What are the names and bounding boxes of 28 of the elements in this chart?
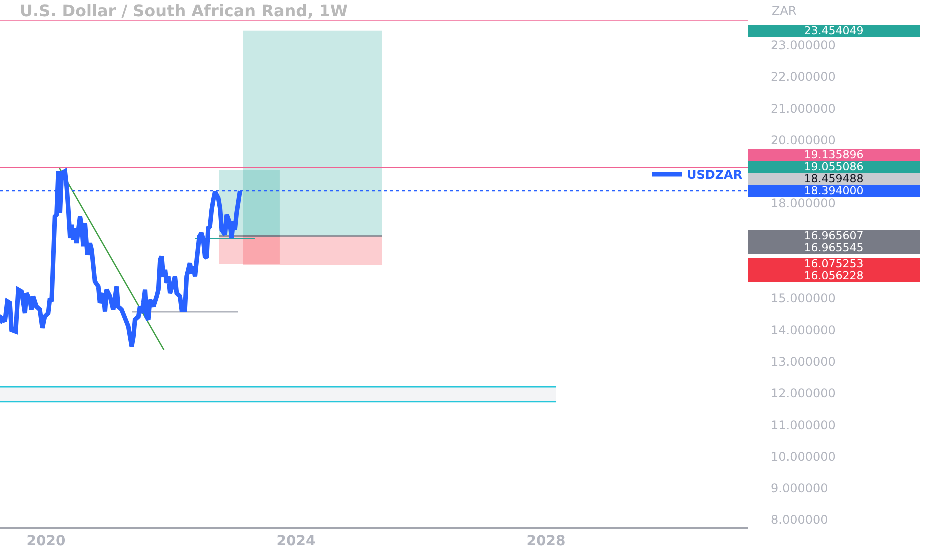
y-tick-label: 22.000000 [771,70,836,84]
y-tick-label: 13.000000 [771,354,836,369]
text: 18.394000 [804,184,864,198]
y-tick-label: 20.000000 [771,133,836,148]
text: 16.965545 [804,242,864,254]
y-axis-title: ZAR [772,4,797,18]
y-tick-label: 10.000000 [771,450,836,464]
y-tick-label: 23.000000 [771,38,836,52]
y-tick-label: 8.000000 [771,513,828,528]
text: 16.056228 [804,270,864,282]
y-tick-label: 11.000000 [771,418,836,432]
text: 19.055086 [804,160,864,174]
text: 16.075253 [804,258,864,270]
chart-title: U.S. Dollar / South African Rand, 1W [20,2,348,21]
text: 16.965607 [804,230,864,242]
y-tick-label: 14.000000 [771,323,836,338]
text: 23.454049 [804,24,864,38]
y-tick-label: 9.000000 [771,482,828,496]
y-tick-label: 12.000000 [771,386,836,401]
x-tick-label: 2020 [26,534,66,550]
y-tick-label: 15.000000 [771,292,836,306]
y-tick-label: 21.000000 [771,102,836,116]
x-tick-label: 2024 [276,534,316,550]
text: 19.135896 [804,148,864,162]
legend-label: USDZAR [687,168,743,182]
x-tick-label: 2028 [526,534,566,550]
y-tick-label: 18.000000 [771,196,836,211]
text: 18.459488 [804,172,864,186]
